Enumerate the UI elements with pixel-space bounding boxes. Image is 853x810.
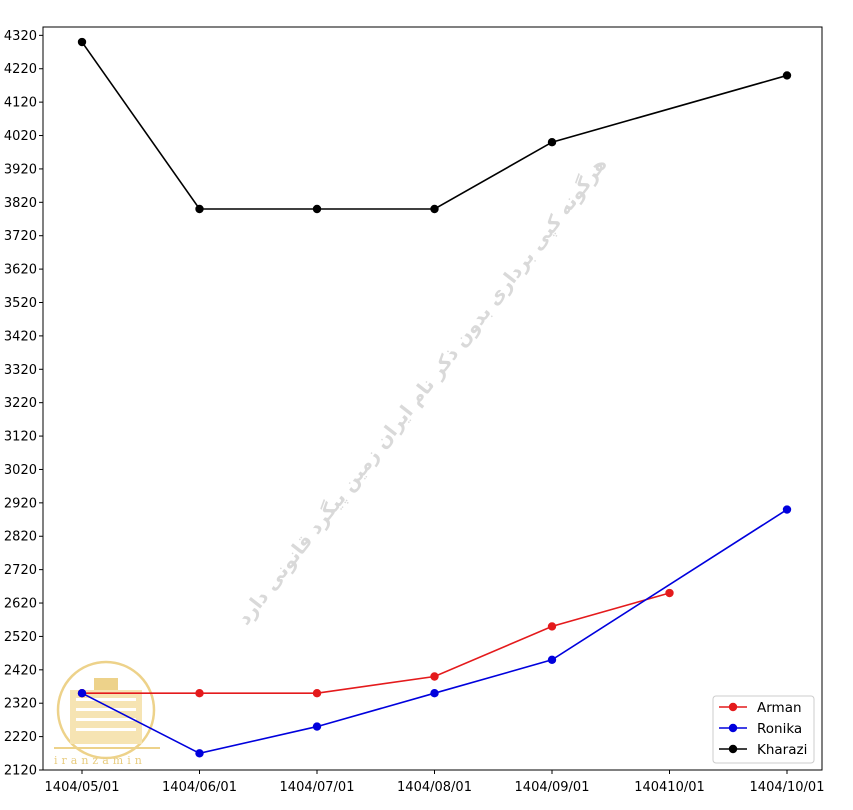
series-line-kharazi	[81, 41, 788, 210]
series-line-ronika	[81, 508, 788, 755]
data-point-arman	[195, 688, 204, 698]
series-line-arman	[82, 592, 670, 694]
y-tick-label: 3720	[4, 229, 37, 244]
iranzamin-logo: iranzamin	[54, 660, 160, 767]
x-tick-label: 1404/10/01	[750, 780, 825, 795]
data-point-kharazi	[430, 204, 439, 214]
y-tick-label: 4120	[4, 96, 37, 111]
y-tick-label: 2820	[4, 530, 37, 545]
y-tick-label: 3120	[4, 430, 37, 445]
y-tick-label: 2220	[4, 730, 37, 745]
legend-box	[712, 695, 815, 764]
y-tick-label: 3220	[4, 396, 37, 411]
data-point-ronika	[312, 722, 322, 731]
data-point-kharazi	[782, 71, 792, 80]
data-point-arman	[547, 622, 557, 631]
y-tick-label: 4220	[4, 62, 37, 77]
data-point-kharazi	[547, 138, 557, 147]
y-tick-label: 2720	[4, 563, 37, 578]
data-point-kharazi	[77, 37, 87, 47]
y-tick-label: 2920	[4, 496, 37, 511]
data-point-arman	[312, 688, 322, 698]
y-tick-label: 2320	[4, 697, 37, 712]
legend-label-kharazi: Kharazi	[757, 742, 807, 758]
y-tick-label: 4020	[4, 129, 37, 144]
x-tick-label: 1404/06/01	[162, 780, 237, 795]
logo-text: iranzamin	[54, 754, 146, 767]
data-point-ronika	[430, 688, 439, 698]
data-point-ronika	[77, 688, 87, 698]
y-tick-label: 3920	[4, 162, 37, 177]
plot-frame	[42, 26, 823, 771]
y-tick-label: 3420	[4, 329, 37, 344]
data-point-arman	[430, 672, 439, 681]
x-tick-label: 1404/09/01	[515, 780, 590, 795]
legend-label-ronika: Ronika	[757, 721, 802, 737]
y-tick-label: 2520	[4, 630, 37, 645]
y-tick-label: 3020	[4, 463, 37, 478]
y-tick-label: 3820	[4, 196, 37, 211]
y-tick-label: 2420	[4, 663, 37, 678]
data-point-ronika	[195, 749, 204, 758]
data-point-arman	[665, 588, 674, 598]
legend-marker-arman	[728, 702, 738, 712]
data-point-kharazi	[312, 204, 322, 214]
x-tick-label: 1404/05/01	[45, 780, 120, 795]
data-point-ronika	[547, 655, 557, 665]
x-tick-label: 140410/01	[634, 780, 705, 795]
x-tick-label: 1404/07/01	[280, 780, 355, 795]
legend-marker-ronika	[728, 723, 738, 733]
legend-marker-kharazi	[728, 744, 738, 754]
y-tick-label: 3620	[4, 263, 37, 278]
y-tick-label: 2120	[4, 764, 37, 779]
y-tick-label: 4320	[4, 29, 37, 44]
y-tick-label: 3320	[4, 363, 37, 378]
y-tick-label: 3520	[4, 296, 37, 311]
legend-label-arman: Arman	[757, 700, 802, 716]
x-tick-label: 1404/08/01	[397, 780, 472, 795]
data-point-kharazi	[195, 204, 204, 214]
data-point-ronika	[782, 505, 792, 514]
y-tick-label: 2620	[4, 597, 37, 612]
